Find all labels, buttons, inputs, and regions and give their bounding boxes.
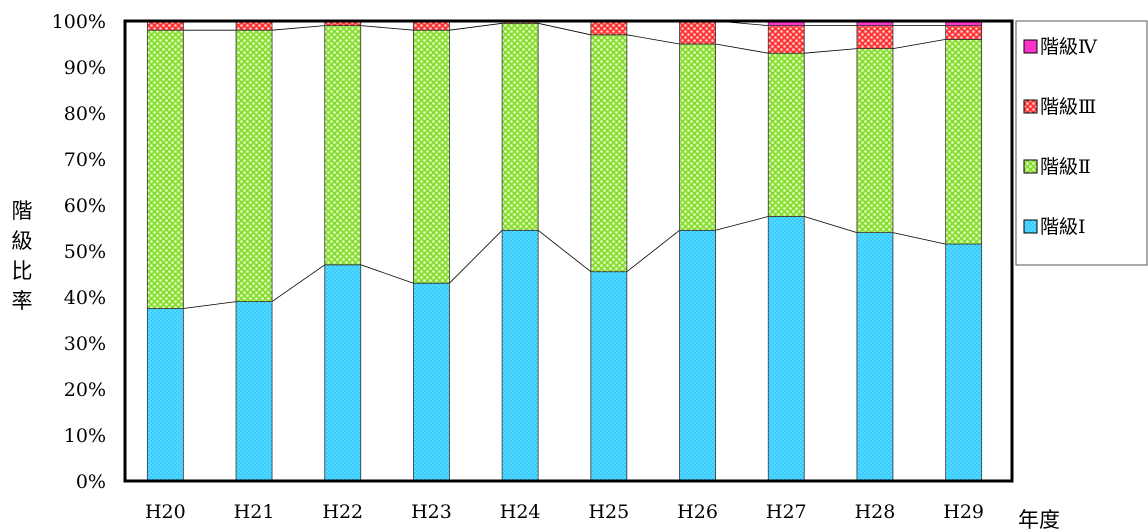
y-tick-label-7: 70%	[64, 149, 106, 171]
legend-label-3: 階級Ⅲ	[1040, 96, 1096, 118]
connector-series-1-H25	[626, 229, 680, 273]
y-tick-label-2: 20%	[64, 379, 106, 401]
connector-series-1-H26	[715, 216, 769, 231]
y-axis-title: 階 級 比 率	[12, 199, 33, 313]
y-tick-label-0: 0%	[76, 471, 106, 493]
bar-H25-series-1	[590, 271, 628, 482]
connector-series-1-H20	[183, 301, 237, 309]
legend-label-2: 階級Ⅱ	[1040, 156, 1091, 178]
x-axis-title: 年度	[1018, 508, 1060, 532]
bar-H22-series-1	[324, 264, 362, 482]
connector-series-1-H21	[271, 264, 325, 302]
y-tick-label-4: 40%	[64, 287, 106, 309]
y-tick-label-3: 30%	[64, 333, 106, 355]
bar-H28-series-3	[856, 25, 894, 50]
connector-series-2-H25	[626, 34, 680, 45]
x-tick-label-H26: H26	[677, 501, 718, 523]
x-tick-label-H22: H22	[322, 501, 363, 523]
legend-label-4: 階級Ⅳ	[1040, 36, 1098, 58]
connector-lines	[183, 20, 946, 309]
bar-H29-series-1	[945, 243, 983, 482]
legend-swatch-1	[1023, 219, 1038, 234]
bar-H21-series-2	[235, 29, 273, 302]
y-axis-title-char-4: 率	[12, 289, 33, 313]
connector-series-1-H27	[804, 216, 858, 233]
y-tick-label-9: 90%	[64, 57, 106, 79]
y-axis-title-char-2: 級	[12, 229, 33, 253]
connector-series-2-H27	[804, 48, 857, 54]
y-tick-label-8: 80%	[64, 103, 106, 125]
connector-series-1-H23	[449, 230, 503, 284]
bar-H26-series-1	[679, 229, 716, 482]
bars-group	[146, 20, 983, 482]
bar-H27-series-2	[767, 52, 805, 217]
x-tick-label-H28: H28	[855, 501, 896, 523]
bar-H24-series-2	[501, 22, 539, 231]
bar-H25-series-2	[590, 34, 628, 273]
x-tick-label-H25: H25	[588, 501, 629, 523]
bar-H23-series-1	[413, 282, 450, 482]
connector-series-1-H24	[537, 229, 592, 273]
x-tick-label-H21: H21	[234, 501, 275, 523]
legend-label-1: 階級Ⅰ	[1040, 216, 1086, 238]
bar-H25-series-3	[590, 20, 628, 36]
connector-series-2-H28	[892, 39, 946, 49]
connector-series-2-H22	[360, 25, 414, 31]
connector-series-2-H26	[715, 43, 769, 54]
legend-swatch-4	[1023, 39, 1038, 54]
plot-area-frame	[123, 19, 1014, 483]
y-axis-ticks: 0% 10% 20% 30% 40% 50% 60% 70% 80% 90% 100%	[52, 11, 106, 493]
connector-series-2-H21	[272, 25, 325, 31]
bar-H26-series-2	[679, 43, 716, 231]
bar-H24-series-1	[501, 229, 539, 482]
bar-H27-series-3	[767, 25, 805, 54]
y-axis-title-char-1: 階	[12, 199, 33, 223]
x-tick-label-H27: H27	[766, 501, 807, 523]
x-tick-label-H20: H20	[145, 501, 186, 523]
legend-frame	[1015, 20, 1148, 266]
bar-H20-series-2	[146, 29, 184, 309]
y-tick-label-5: 50%	[64, 241, 106, 263]
bar-H26-series-3	[679, 20, 716, 45]
connector-series-1-H22	[360, 264, 414, 284]
bar-H21-series-1	[235, 301, 273, 482]
legend-swatch-3	[1023, 99, 1038, 114]
bar-H29-series-2	[945, 39, 983, 245]
bar-H20-series-1	[146, 308, 184, 482]
bar-H29-series-3	[945, 25, 983, 40]
connector-series-2-H24	[538, 22, 591, 36]
x-axis-ticks: H20 H21 H22 H23 H24 H25 H26 H27 H28 H29	[145, 501, 984, 523]
y-axis-title-char-3: 比	[12, 259, 33, 283]
bar-H22-series-2	[324, 25, 362, 266]
y-tick-label-6: 60%	[64, 195, 106, 217]
connector-series-1-H28	[892, 232, 946, 245]
bar-H28-series-1	[856, 232, 894, 482]
x-tick-label-H29: H29	[943, 501, 984, 523]
bar-H23-series-2	[413, 29, 450, 284]
y-tick-label-1: 10%	[64, 425, 106, 447]
legend-swatch-2	[1023, 159, 1038, 174]
bar-H27-series-1	[767, 216, 805, 482]
y-tick-label-10: 100%	[52, 11, 106, 33]
bar-H28-series-2	[856, 48, 894, 233]
x-tick-label-H23: H23	[411, 501, 452, 523]
legend: 階級Ⅳ 階級Ⅲ 階級Ⅱ 階級Ⅰ	[1015, 20, 1148, 266]
x-tick-label-H24: H24	[500, 501, 541, 523]
connector-series-2-H23	[449, 22, 503, 31]
